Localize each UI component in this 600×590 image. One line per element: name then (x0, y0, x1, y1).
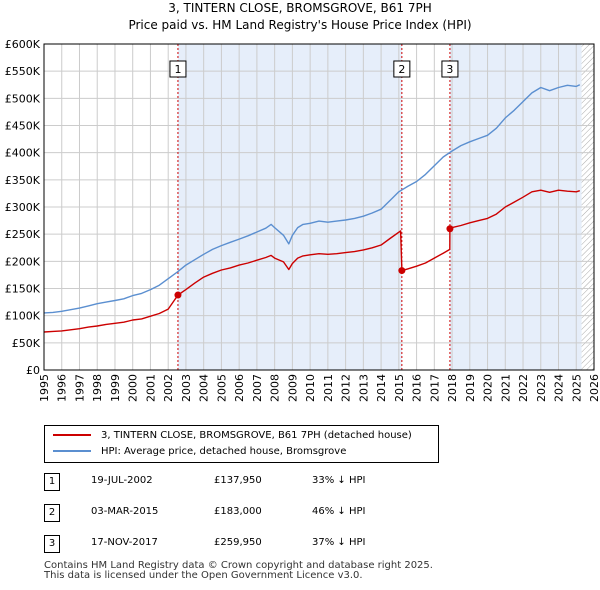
transaction-hpi-diff: 37% ↓ HPI (312, 537, 366, 548)
y-tick-label: £450K (5, 120, 41, 133)
transaction-point (398, 267, 406, 275)
y-tick-label: £50K (12, 337, 41, 350)
x-tick-label: 2012 (340, 374, 353, 402)
transaction-date: 17-NOV-2017 (91, 537, 158, 548)
x-tick-label: 2021 (499, 374, 512, 402)
x-tick-label: 2019 (464, 374, 477, 402)
transaction-hpi-diff: 46% ↓ HPI (312, 506, 366, 517)
legend-swatch-hpi (53, 450, 91, 452)
chart-title-line1: 3, TINTERN CLOSE, BROMSGROVE, B61 7PH (168, 1, 432, 15)
y-tick-label: £150K (5, 283, 41, 296)
x-tick-label: 2024 (553, 374, 566, 402)
x-tick-label: 2001 (144, 374, 157, 402)
y-tick-label: £500K (5, 92, 41, 105)
footer-attribution: Contains HM Land Registry data © Crown c… (44, 561, 433, 581)
x-tick-label: 2011 (322, 374, 335, 402)
transaction-label-box (169, 60, 187, 78)
x-tick-label: 2015 (393, 374, 406, 402)
x-tick-label: 2018 (446, 374, 459, 402)
chart-legend: 3, TINTERN CLOSE, BROMSGROVE, B61 7PH (d… (44, 425, 439, 463)
legend-swatch-property (53, 434, 91, 436)
x-tick-label: 2017 (428, 374, 441, 402)
x-tick-label: 2008 (269, 374, 282, 402)
transaction-point (446, 225, 454, 233)
x-tick-label: 2000 (127, 374, 140, 402)
legend-item-property: 3, TINTERN CLOSE, BROMSGROVE, B61 7PH (d… (53, 428, 412, 444)
x-tick-label: 2022 (517, 374, 530, 402)
x-tick-label: 1998 (91, 374, 104, 402)
x-tick-label: 1997 (73, 374, 86, 402)
x-tick-label: 2009 (286, 374, 299, 402)
y-tick-label: £200K (5, 255, 41, 268)
transaction-point (174, 291, 182, 299)
y-tick-label: £350K (5, 174, 41, 187)
transaction-row: 1 19-JUL-2002 £137,950 33% ↓ HPI (44, 473, 444, 493)
legend-label-hpi: HPI: Average price, detached house, Brom… (101, 446, 347, 457)
transaction-label-box (393, 60, 411, 78)
transaction-date: 03-MAR-2015 (91, 506, 159, 517)
transaction-price: £183,000 (214, 506, 262, 517)
x-tick-label: 2023 (535, 374, 548, 402)
x-tick-label: 2007 (251, 374, 264, 402)
footer-line2: This data is licensed under the Open Gov… (44, 570, 363, 581)
transaction-number: 1 (44, 473, 60, 491)
transaction-number: 3 (44, 535, 60, 553)
y-tick-label: £0 (26, 364, 40, 377)
footer-line1: Contains HM Land Registry data © Crown c… (44, 560, 433, 571)
y-tick-label: £600K (5, 38, 41, 51)
x-tick-label: 2003 (180, 374, 193, 402)
transaction-label-text: 1 (174, 63, 181, 76)
chart-title-line2: Price paid vs. HM Land Registry's House … (128, 18, 472, 32)
series-line-property (43, 189, 581, 333)
legend-label-property: 3, TINTERN CLOSE, BROMSGROVE, B61 7PH (d… (101, 430, 412, 441)
x-tick-label: 2004 (198, 374, 211, 402)
y-tick-label: £100K (5, 310, 41, 323)
x-tick-label: 2016 (411, 374, 424, 402)
plot-frame (43, 43, 595, 371)
transaction-row: 3 17-NOV-2017 £259,950 37% ↓ HPI (44, 535, 444, 555)
transaction-date: 19-JUL-2002 (91, 475, 153, 486)
transaction-label-box (441, 60, 459, 78)
x-tick-label: 2014 (375, 374, 388, 402)
x-tick-label: 2020 (482, 374, 495, 402)
price-chart: 1 2 3 £0 £50K £100K £150K £200K £250K £300K £350K £… (5, 38, 600, 402)
x-tick-label: 2002 (162, 374, 175, 402)
series-line-hpi (43, 84, 581, 314)
x-tick-label: 2006 (233, 374, 246, 402)
y-tick-label: £250K (5, 228, 41, 241)
x-tick-label: 2026 (588, 374, 600, 402)
transaction-row: 2 03-MAR-2015 £183,000 46% ↓ HPI (44, 504, 444, 524)
transaction-label-text: 2 (398, 63, 405, 76)
transaction-price: £137,950 (214, 475, 262, 486)
transaction-number: 2 (44, 504, 60, 522)
x-tick-label: 2013 (357, 374, 370, 402)
transaction-price: £259,950 (214, 537, 262, 548)
y-tick-label: £400K (5, 147, 41, 160)
transaction-hpi-diff: 33% ↓ HPI (312, 475, 366, 486)
y-tick-label: £550K (5, 65, 41, 78)
y-tick-label: £300K (5, 201, 41, 214)
x-tick-label: 2025 (570, 374, 583, 402)
x-tick-label: 2010 (304, 374, 317, 402)
legend-item-hpi: HPI: Average price, detached house, Brom… (53, 444, 346, 460)
x-tick-label: 1995 (38, 374, 51, 402)
x-tick-label: 1996 (56, 374, 69, 402)
x-tick-label: 1999 (109, 374, 122, 402)
transaction-label-text: 3 (446, 63, 453, 76)
x-tick-label: 2005 (215, 374, 228, 402)
